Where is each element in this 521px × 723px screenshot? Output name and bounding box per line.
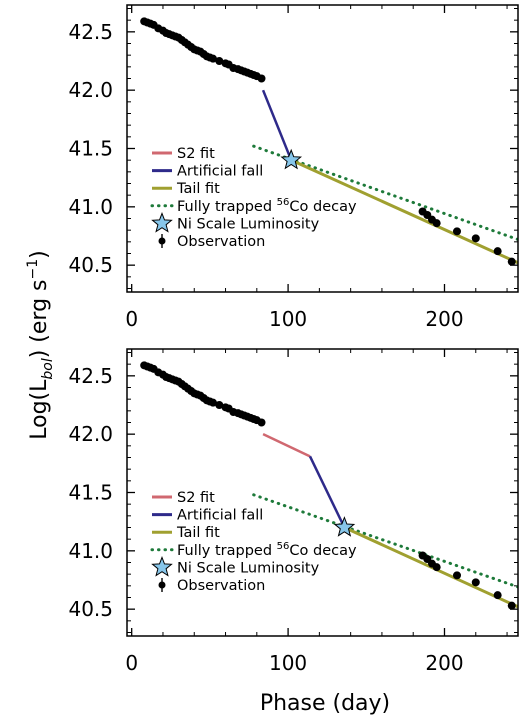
- legend-artificial-fall-label: Artificial fall: [177, 164, 263, 180]
- x-tick-label: 100: [269, 651, 307, 675]
- x-axis-label: Phase (day): [260, 691, 390, 716]
- observation-point: [215, 57, 224, 65]
- observation-point: [493, 591, 502, 600]
- series-bottom: [140, 361, 518, 610]
- observation-point: [257, 418, 266, 427]
- co-decay-line: [252, 493, 518, 589]
- plot-frame: [126, 348, 519, 637]
- ni-scale-star: [280, 148, 303, 170]
- series-top: [140, 17, 518, 266]
- observation-point: [432, 219, 441, 228]
- legend-star-icon: [151, 212, 173, 233]
- legend-s2-fit-label: S2 fit: [177, 146, 215, 162]
- observation-point: [209, 398, 218, 407]
- artificial-fall-line: [308, 455, 346, 529]
- observation-point: [453, 571, 462, 580]
- observation-point: [471, 578, 480, 587]
- x-tick-label: 200: [425, 651, 463, 675]
- observation-point: [471, 234, 480, 243]
- y-tick-label: 42.0: [68, 422, 113, 446]
- panel-top: 40.5 41.0 41.5 42.0 42.5 0 100 200 S2 fit Artific…: [68, 4, 519, 331]
- legend-artificial-fall-label: Artificial fall: [177, 508, 263, 524]
- y-tick-label: 42.5: [68, 20, 113, 44]
- y-tick-label: 41.5: [68, 481, 113, 505]
- observation-point: [209, 54, 218, 63]
- legend-observation-label: Observation: [177, 578, 265, 594]
- x-tick-label: 0: [125, 651, 138, 675]
- x-tick-label: 100: [269, 307, 307, 331]
- artificial-fall-line: [261, 89, 293, 161]
- observation-point: [507, 257, 516, 266]
- ni-scale-star: [333, 516, 356, 537]
- observation-point: [493, 247, 502, 256]
- x-tick-label: 0: [125, 307, 138, 331]
- legend-observation-icon: [158, 581, 166, 589]
- y-tick-label: 40.5: [68, 253, 113, 277]
- legend-co-decay-label: Fully trapped 56Co decay: [177, 197, 357, 215]
- legend-co-decay-label: Fully trapped 56Co decay: [177, 541, 357, 559]
- legend-ni-scale-label: Ni Scale Luminosity: [177, 560, 320, 576]
- observation-point: [507, 601, 516, 610]
- y-tick-label: 42.0: [68, 78, 113, 102]
- legend-ni-scale-label: Ni Scale Luminosity: [177, 216, 320, 232]
- legend-star-icon: [151, 556, 173, 577]
- y-axis-label: Log(Lbol) (erg s−1): [25, 250, 56, 440]
- plot-frame: [126, 4, 519, 293]
- ticks-top: 40.5 41.0 41.5 42.0 42.5 0 100 200: [68, 5, 518, 331]
- x-tick-label: 200: [425, 307, 463, 331]
- y-tick-label: 41.0: [68, 195, 113, 219]
- y-tick-label: 40.5: [68, 597, 113, 621]
- y-tick-label: 41.0: [68, 539, 113, 563]
- y-tick-label: 42.5: [68, 364, 113, 388]
- s2-fit-line: [262, 433, 311, 458]
- legend-observation-label: Observation: [177, 234, 265, 250]
- observation-point: [257, 74, 266, 83]
- panel-bottom: 40.5 41.0 41.5 42.0 42.5 0 100 200 S2 fit Artific…: [68, 348, 519, 675]
- legend-s2-fit-label: S2 fit: [177, 490, 215, 506]
- legend-observation-icon: [158, 237, 166, 245]
- legend-tail-fit-label: Tail fit: [176, 525, 220, 541]
- observation-point: [453, 227, 462, 236]
- observation-point: [432, 563, 441, 572]
- ticks-bottom: 40.5 41.0 41.5 42.0 42.5 0 100 200: [68, 349, 518, 675]
- tail-fit-line: [290, 158, 518, 265]
- y-tick-label: 41.5: [68, 137, 113, 161]
- observation-point: [215, 401, 224, 409]
- legend-tail-fit-label: Tail fit: [176, 181, 220, 197]
